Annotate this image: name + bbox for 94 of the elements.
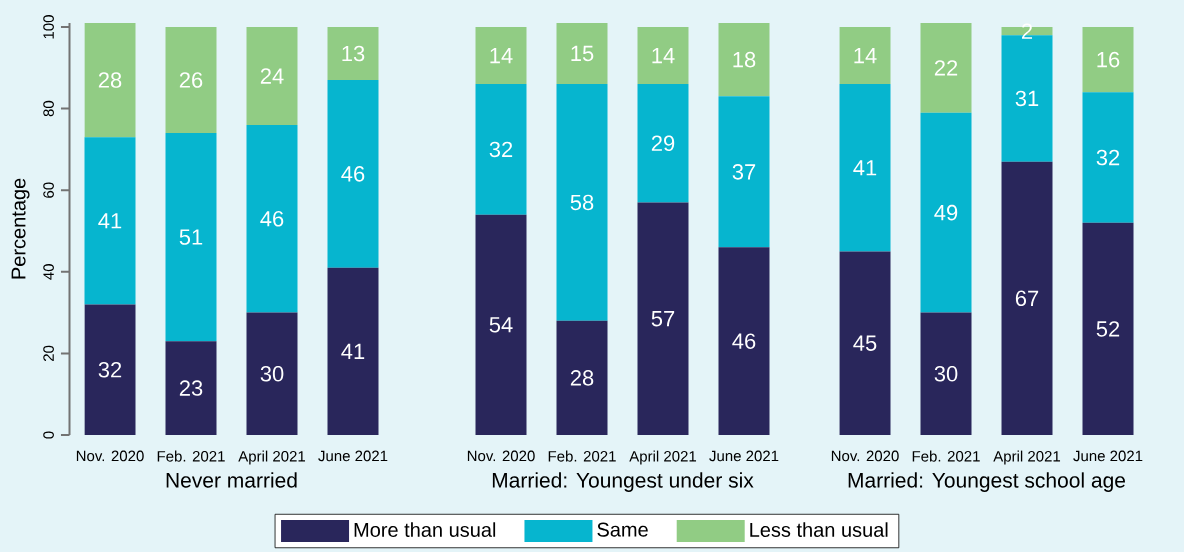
bar bbox=[246, 124, 298, 313]
bar bbox=[839, 84, 891, 252]
data-label: 32 bbox=[98, 361, 122, 378]
data-label: 24 bbox=[260, 68, 284, 84]
data-label: 32 bbox=[1096, 149, 1120, 166]
data-label: 46 bbox=[732, 333, 756, 349]
x-tick-label: Feb. 2021 bbox=[157, 450, 225, 462]
legend-label: Less than usual bbox=[750, 522, 888, 537]
data-label: 26 bbox=[179, 72, 203, 88]
data-label: 41 bbox=[98, 213, 122, 229]
y-tick-label: 20 bbox=[43, 345, 54, 361]
data-label: 13 bbox=[342, 45, 365, 62]
data-label: 28 bbox=[98, 72, 122, 88]
x-tick-label: June 2021 bbox=[709, 450, 779, 462]
data-label: 16 bbox=[1097, 51, 1120, 68]
data-label: 67 bbox=[1015, 290, 1039, 307]
bar bbox=[84, 304, 136, 435]
data-label: 28 bbox=[570, 370, 594, 386]
bar bbox=[839, 251, 891, 435]
bar bbox=[165, 27, 217, 134]
bar bbox=[246, 312, 298, 435]
x-tick-label: April 2021 bbox=[629, 450, 697, 465]
data-label: 51 bbox=[179, 229, 203, 245]
data-label: 15 bbox=[571, 45, 594, 62]
y-tick-label: 100 bbox=[43, 15, 54, 39]
x-tick-label: April 2021 bbox=[238, 450, 306, 465]
bar bbox=[839, 27, 891, 85]
bar bbox=[84, 22, 136, 138]
data-label: 52 bbox=[1096, 321, 1120, 337]
data-label: 41 bbox=[341, 343, 365, 359]
data-label: 31 bbox=[1015, 90, 1039, 107]
bar bbox=[327, 80, 379, 268]
bar bbox=[920, 112, 972, 313]
data-label: 32 bbox=[489, 141, 513, 158]
x-tick-label: Feb. 2021 bbox=[912, 450, 980, 462]
bar bbox=[165, 133, 217, 342]
bar bbox=[475, 27, 527, 85]
data-label: 22 bbox=[934, 60, 958, 76]
bar bbox=[718, 96, 770, 248]
x-tick-label: June 2021 bbox=[1073, 450, 1143, 462]
data-label: 37 bbox=[732, 164, 756, 180]
x-tick-label: April 2021 bbox=[993, 450, 1061, 465]
bar bbox=[327, 267, 379, 435]
data-label: 41 bbox=[853, 160, 877, 176]
data-label: 14 bbox=[652, 48, 675, 64]
bar bbox=[637, 27, 689, 85]
y-tick-label: 60 bbox=[43, 182, 54, 198]
x-axis-title: Married: Youngest under six bbox=[492, 472, 754, 492]
data-label: 45 bbox=[853, 335, 877, 351]
y-tick-label: 40 bbox=[43, 264, 54, 280]
data-label: 46 bbox=[341, 166, 365, 182]
data-label: 49 bbox=[934, 204, 958, 221]
data-label: 30 bbox=[934, 366, 958, 382]
data-label: 58 bbox=[570, 194, 594, 211]
bar bbox=[1001, 161, 1053, 435]
y-tick-label: 0 bbox=[43, 431, 54, 439]
bar bbox=[920, 312, 972, 435]
bar bbox=[920, 22, 972, 113]
bar bbox=[556, 84, 608, 321]
bar bbox=[637, 202, 689, 435]
bar bbox=[556, 320, 608, 435]
x-tick-label: Feb. 2021 bbox=[548, 450, 616, 462]
bar bbox=[718, 247, 770, 435]
bar bbox=[475, 214, 527, 435]
y-tick-label: 80 bbox=[43, 100, 54, 117]
bar bbox=[1082, 222, 1134, 435]
data-label: 46 bbox=[260, 210, 284, 227]
bar bbox=[327, 27, 379, 81]
bar bbox=[1082, 27, 1134, 93]
legend-label: Same bbox=[597, 522, 648, 537]
bar bbox=[718, 22, 770, 97]
data-label: 18 bbox=[733, 51, 756, 68]
x-axis-title: Never married bbox=[166, 472, 297, 488]
data-label: 57 bbox=[651, 311, 675, 327]
y-axis-title: Percentage bbox=[11, 178, 30, 279]
bar bbox=[637, 84, 689, 203]
data-label: 29 bbox=[651, 135, 675, 152]
bar bbox=[84, 137, 136, 305]
x-tick-label: Nov. 2020 bbox=[831, 450, 899, 462]
x-tick-label: Nov. 2020 bbox=[467, 450, 535, 462]
bar bbox=[165, 341, 217, 435]
data-label: 14 bbox=[490, 48, 513, 64]
x-tick-label: June 2021 bbox=[318, 450, 388, 462]
legend-label: More than usual bbox=[354, 522, 496, 537]
data-label: 30 bbox=[260, 366, 284, 382]
data-label: 23 bbox=[179, 380, 203, 396]
data-label: 54 bbox=[489, 317, 513, 333]
bar bbox=[475, 84, 527, 215]
bar bbox=[246, 27, 298, 125]
x-axis-title: Married: Youngest school age bbox=[848, 472, 1126, 492]
data-label: 14 bbox=[854, 48, 877, 64]
x-tick-label: Nov. 2020 bbox=[76, 450, 144, 462]
bar bbox=[556, 22, 608, 85]
bar bbox=[1082, 92, 1134, 223]
